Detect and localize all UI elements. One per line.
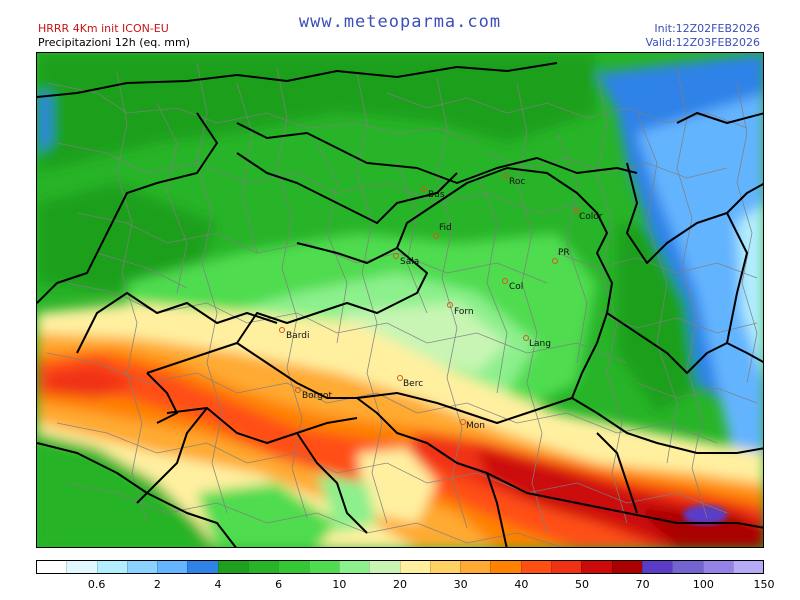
city-marker-bardi — [279, 327, 285, 333]
city-marker-lang — [523, 335, 529, 341]
city-marker-fid — [433, 233, 439, 239]
legend-swatch-23 — [732, 561, 764, 573]
legend-swatch-13 — [429, 561, 461, 573]
legend-swatch-19 — [611, 561, 642, 573]
legend-label-8: 50 — [575, 578, 589, 591]
legend-label-4: 10 — [332, 578, 347, 591]
legend-label-9: 70 — [635, 578, 650, 591]
legend-label-10: 100 — [692, 578, 714, 591]
model-title: HRRR 4Km init ICON-EU — [38, 22, 169, 35]
city-label-borgot: Borgot — [302, 391, 332, 401]
precipitation-map[interactable]: Roc Bus Color Fid PR Sala Col Forn Bardi… — [36, 52, 764, 548]
legend-swatch-5 — [187, 561, 218, 573]
legend-label-11: 150 — [753, 578, 775, 591]
city-label-color: Color — [579, 212, 603, 222]
legend-swatch-6 — [217, 561, 249, 573]
legend-swatch-11 — [369, 561, 400, 573]
legend-swatch-0 — [37, 561, 67, 573]
city-marker-sala — [393, 253, 399, 259]
legend-label-0: 0.6 — [87, 578, 106, 591]
legend-label-5: 20 — [393, 578, 407, 591]
city-marker-mon — [460, 419, 466, 425]
field-title: Precipitazioni 12h (eq. mm) — [38, 36, 190, 49]
city-marker-col — [502, 278, 508, 284]
legend-swatch-10 — [338, 561, 370, 573]
city-label-roc: Roc — [509, 177, 526, 187]
legend-label-1: 2 — [153, 578, 161, 591]
legend-swatch-21 — [672, 561, 703, 573]
legend-swatch-12 — [399, 561, 430, 573]
valid-time: Valid:12Z03FEB2026 — [645, 36, 760, 49]
city-label-berc: Berc — [403, 379, 424, 389]
city-marker-color — [574, 208, 580, 214]
legend-swatch-8 — [278, 561, 309, 573]
legend-swatch-15 — [490, 561, 521, 573]
legend-swatch-7 — [248, 561, 279, 573]
site-url[interactable]: www.meteoparma.com — [298, 12, 502, 32]
legend-swatch-14 — [460, 561, 491, 573]
municipal-boundaries — [46, 62, 758, 547]
legend-swatch-16 — [520, 561, 552, 573]
city-label-fid: Fid — [439, 223, 452, 233]
legend-swatch-1 — [66, 561, 97, 573]
city-marker-berc — [397, 375, 403, 381]
city-label-pr: PR — [558, 248, 570, 258]
city-label-bardi: Bardi — [286, 331, 310, 341]
legend-label-3: 6 — [275, 578, 283, 591]
legend-swatch-18 — [581, 561, 612, 573]
legend-swatch-4 — [157, 561, 188, 573]
city-label-mon: Mon — [466, 421, 485, 431]
city-marker-forn — [447, 302, 453, 308]
province-boundaries — [37, 62, 763, 547]
city-label-col: Col — [509, 282, 524, 292]
legend-swatch-9 — [308, 561, 339, 573]
legend-label-6: 30 — [453, 578, 468, 591]
color-legend — [36, 560, 764, 574]
city-label-bus: Bus — [428, 190, 445, 200]
city-marker-roc — [503, 173, 509, 179]
legend-swatch-2 — [96, 561, 127, 573]
city-marker-bus — [421, 186, 427, 192]
legend-label-7: 40 — [514, 578, 529, 591]
city-label-lang: Lang — [529, 339, 551, 349]
legend-swatch-22 — [702, 561, 733, 573]
city-label-sala: Sala — [400, 257, 420, 267]
init-time: Init:12Z02FEB2026 — [654, 22, 760, 35]
city-marker-pr — [552, 258, 558, 264]
max-precip-spot — [683, 505, 727, 525]
legend-swatch-17 — [551, 561, 582, 573]
city-marker-borgot — [295, 387, 301, 393]
map-canvas — [37, 53, 763, 547]
legend-swatch-20 — [641, 561, 673, 573]
city-label-forn: Forn — [454, 307, 474, 317]
legend-swatch-3 — [126, 561, 158, 573]
legend-label-2: 4 — [214, 578, 222, 591]
